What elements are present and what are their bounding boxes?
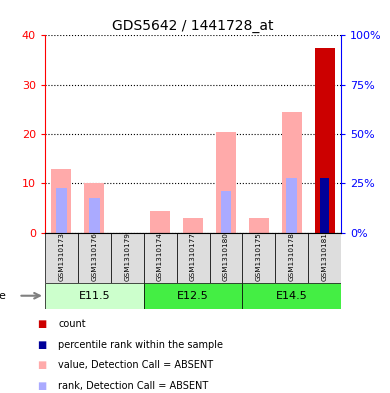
Text: ■: ■	[37, 360, 46, 370]
Bar	[56, 188, 67, 233]
Bar	[308, 233, 341, 283]
Title: GDS5642 / 1441728_at: GDS5642 / 1441728_at	[112, 19, 274, 33]
Text: GSM1310173: GSM1310173	[58, 232, 64, 281]
Text: GSM1310180: GSM1310180	[223, 232, 229, 281]
Text: ■: ■	[37, 380, 46, 391]
Bar	[51, 169, 71, 233]
Text: GSM1310181: GSM1310181	[322, 232, 328, 281]
Text: GSM1310174: GSM1310174	[157, 232, 163, 281]
Text: E12.5: E12.5	[177, 291, 209, 301]
Bar	[78, 233, 111, 283]
Bar	[45, 283, 144, 309]
Bar	[249, 218, 269, 233]
Bar	[89, 198, 100, 233]
Bar	[321, 178, 329, 233]
Text: ■: ■	[37, 340, 46, 350]
Text: age: age	[0, 291, 6, 301]
Bar	[144, 283, 243, 309]
Bar	[111, 233, 144, 283]
Bar	[286, 178, 297, 233]
Bar	[216, 132, 236, 233]
Bar	[45, 233, 78, 283]
Bar	[243, 233, 275, 283]
Bar	[282, 112, 302, 233]
Text: value, Detection Call = ABSENT: value, Detection Call = ABSENT	[58, 360, 214, 370]
Text: rank, Detection Call = ABSENT: rank, Detection Call = ABSENT	[58, 380, 209, 391]
Bar	[144, 233, 177, 283]
Text: ■: ■	[37, 319, 46, 329]
Bar	[315, 48, 335, 233]
Bar	[315, 48, 335, 233]
Bar	[209, 233, 243, 283]
Bar	[177, 233, 209, 283]
Bar	[183, 218, 203, 233]
Text: GSM1310177: GSM1310177	[190, 232, 196, 281]
Bar	[243, 283, 341, 309]
Text: count: count	[58, 319, 86, 329]
Text: E11.5: E11.5	[78, 291, 110, 301]
Bar	[221, 191, 231, 233]
Bar	[319, 178, 330, 233]
Bar	[84, 184, 104, 233]
Text: GSM1310178: GSM1310178	[289, 232, 295, 281]
Text: E14.5: E14.5	[276, 291, 308, 301]
Text: GSM1310176: GSM1310176	[91, 232, 97, 281]
Bar	[150, 211, 170, 233]
Text: GSM1310179: GSM1310179	[124, 232, 130, 281]
Text: percentile rank within the sample: percentile rank within the sample	[58, 340, 223, 350]
Text: GSM1310175: GSM1310175	[256, 232, 262, 281]
Bar	[275, 233, 308, 283]
